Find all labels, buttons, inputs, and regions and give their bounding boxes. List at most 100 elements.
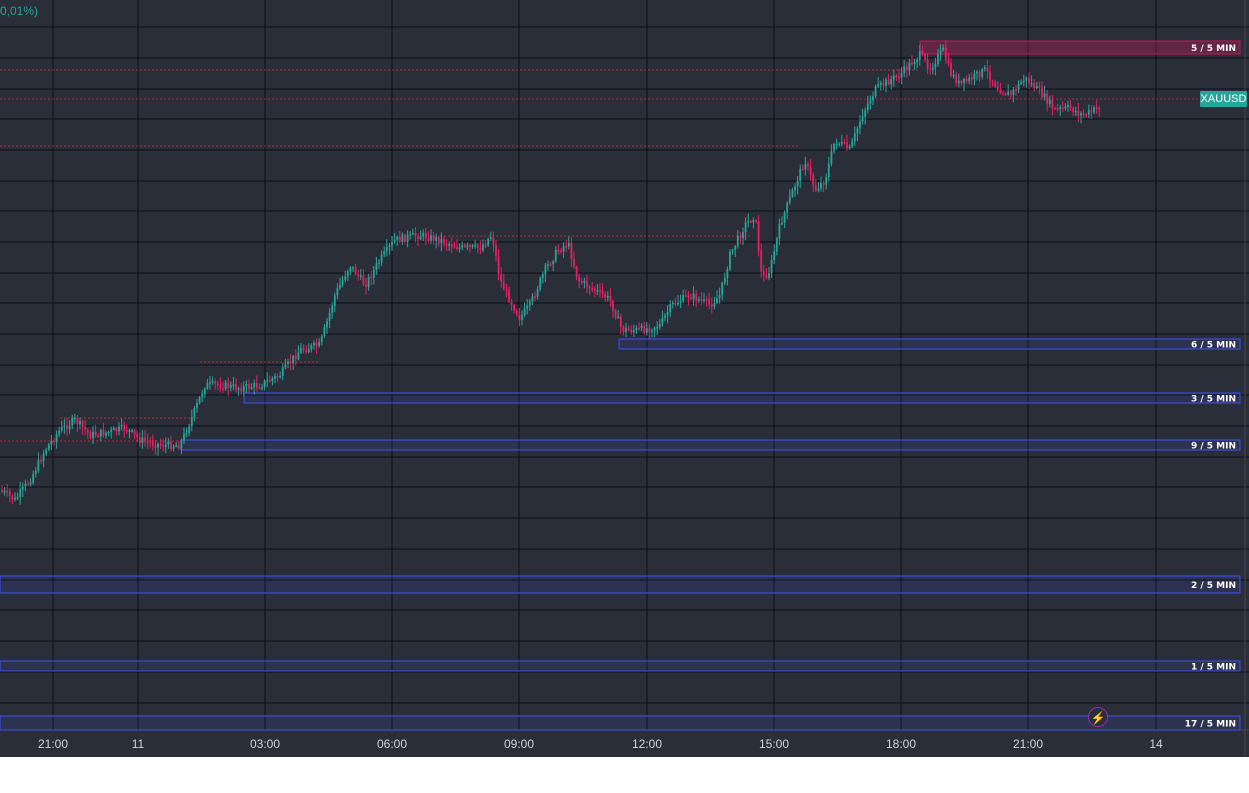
grid [0,0,1249,757]
candle-body [892,75,895,80]
candle-body [14,497,16,500]
candle-body [599,289,601,292]
candle-body [110,429,113,433]
candle-body [1085,114,1088,116]
time-tick-label: 03:00 [250,737,280,751]
candle-body [419,236,422,239]
candle-body [450,244,453,247]
candle-body [609,295,612,301]
level-lines [0,69,1200,442]
candle-body [456,247,458,250]
candle-body [326,320,328,328]
candle-body [391,241,393,246]
candle-body [289,361,292,364]
candle-body [367,276,370,288]
candle-body [357,274,360,276]
candle-body [40,459,42,462]
candle-body [983,67,986,70]
candle-body [567,242,570,247]
candle-body [1007,91,1010,95]
candle-body [552,261,555,265]
candle-body [320,336,323,342]
candle-body [996,86,999,90]
candle-body [27,483,29,486]
candle-body [723,277,726,283]
candle-body [76,417,79,425]
candle-body [284,364,287,368]
candle-body [396,236,399,240]
candle-body [393,239,396,242]
time-tick-label: 11 [132,737,145,751]
candle-body [656,327,659,329]
candle-body [547,264,549,266]
candle-body [315,342,318,347]
candle-body [349,267,352,272]
candle-body [518,314,521,320]
candle-body [736,235,739,247]
zone-label: 2 / 5 MIN [1191,581,1236,591]
candle-body [853,133,856,142]
candle-body [804,164,807,170]
candle-body [333,295,336,306]
candle-body [250,387,253,389]
candle-body [227,382,230,389]
candle-body [872,95,874,101]
candle-body [162,445,165,448]
candle-body [469,245,471,247]
candle-body [734,246,737,250]
candle-body [716,298,718,304]
candle-body [97,435,100,437]
candle-body [310,345,313,350]
candle-body [79,421,81,425]
candle-body [318,341,321,347]
candle-body [29,482,32,485]
zone-label: 9 / 5 MIN [1191,442,1236,452]
candle-body [833,143,835,152]
candle-body [445,243,448,246]
candle-body [651,330,653,332]
candle-body [575,266,578,277]
candle-body [843,141,846,144]
symbol-price-badge: XAUUSD [1200,91,1247,107]
zone-box [618,338,1241,350]
candle-body [6,491,9,493]
candle-body [593,288,596,291]
candle-body [500,274,503,282]
candle-body [773,251,776,260]
candle-body [781,222,783,225]
candle-body [411,233,414,235]
candle-body [471,245,474,247]
candle-body [424,232,427,239]
zone-box [0,660,1241,672]
chart-area[interactable]: 5 / 5 MIN 6 / 5 MIN 3 / 5 MIN 9 / 5 MIN 2 / … [0,0,1249,757]
candle-body [414,233,417,237]
candle-body [383,251,386,255]
candle-body [1056,108,1059,110]
candle-body [409,233,412,236]
candle-body [541,274,544,279]
candle-body [417,236,419,239]
candle-body [918,51,921,60]
candle-body [523,308,526,316]
candle-body [271,378,274,382]
candle-body [794,186,796,191]
candle-body [159,444,162,446]
candle-body [102,430,105,436]
candle-body [817,188,820,191]
candle-body [268,380,271,382]
lightning-bolt-icon[interactable]: ⚡ [1088,707,1108,727]
zone-label: 6 / 5 MIN [1191,341,1236,351]
price-chart[interactable]: 5 / 5 MIN 6 / 5 MIN 3 / 5 MIN 9 / 5 MIN 2 / … [0,0,1249,757]
candle-body [209,382,211,384]
candle-body [578,276,581,282]
candle-body [765,275,768,278]
candle-body [744,222,747,233]
candle-body [903,66,906,74]
candle-body [300,348,302,353]
candle-body [352,267,354,269]
candle-body [341,279,344,285]
candle-body [144,437,146,442]
candle-body [788,196,791,203]
candle-body [760,250,763,272]
candle-body [528,301,531,306]
